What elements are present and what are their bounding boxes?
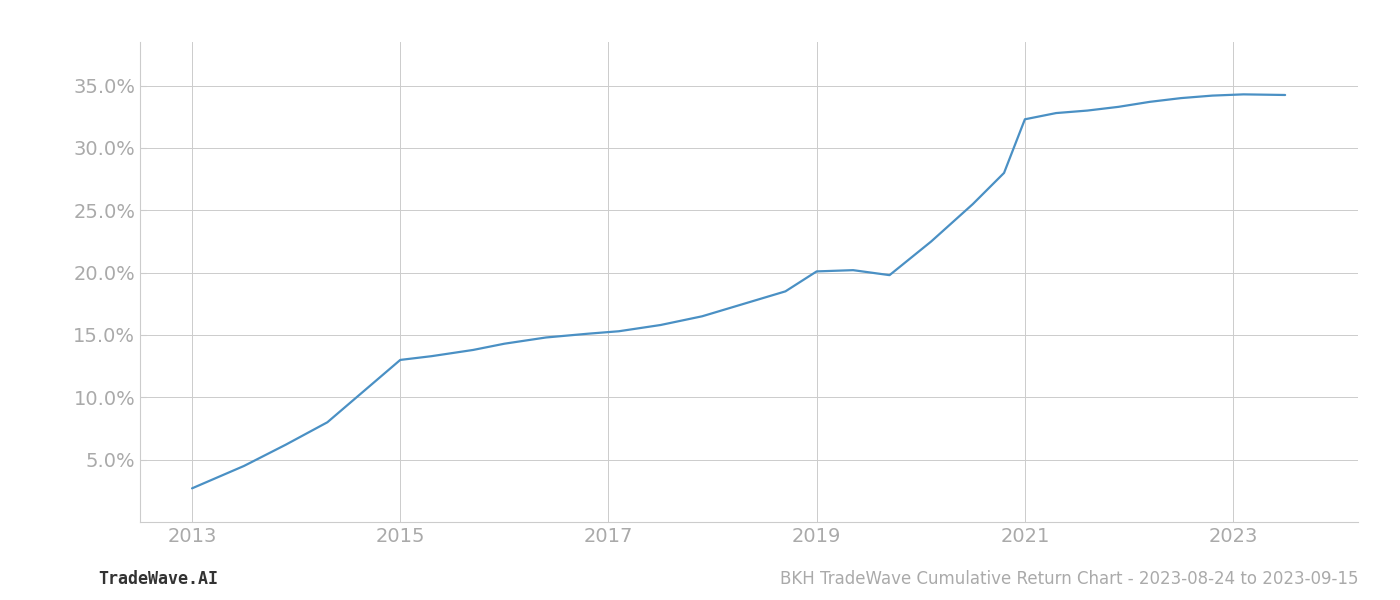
Text: TradeWave.AI: TradeWave.AI <box>98 570 218 588</box>
Text: BKH TradeWave Cumulative Return Chart - 2023-08-24 to 2023-09-15: BKH TradeWave Cumulative Return Chart - … <box>780 570 1358 588</box>
